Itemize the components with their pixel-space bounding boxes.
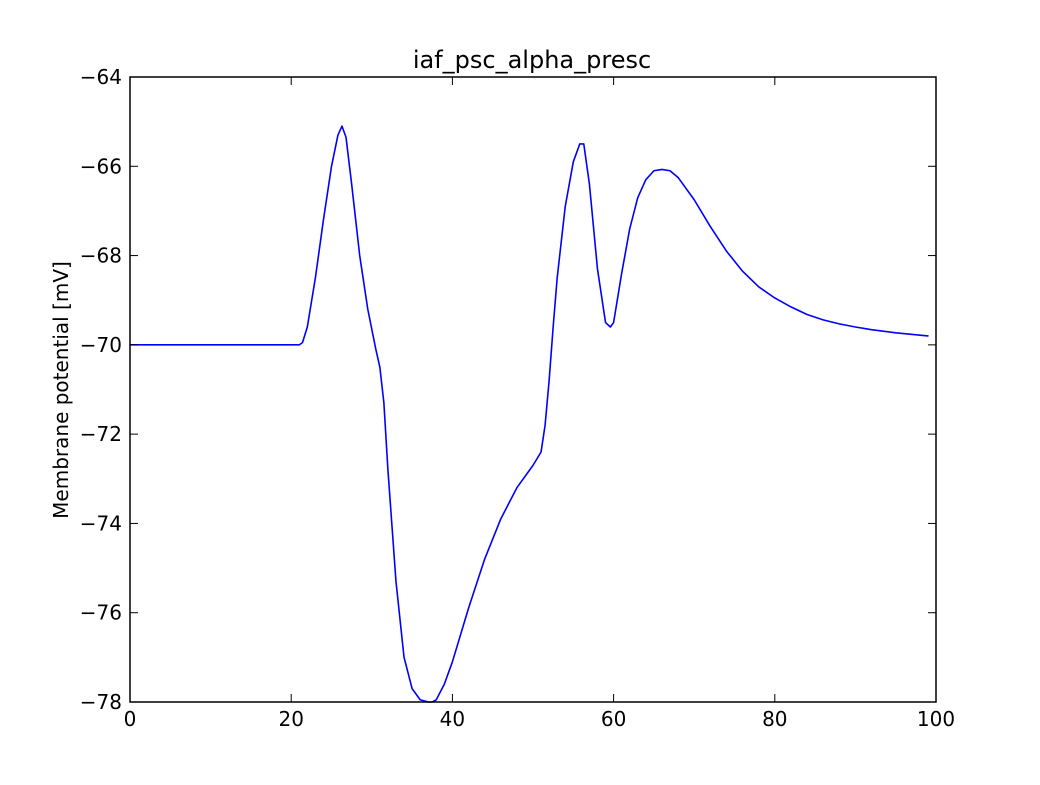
y-tick-label: −70 <box>80 333 122 357</box>
x-tick-label: 20 <box>278 707 303 731</box>
axes-frame <box>129 76 937 703</box>
y-tick-label: −78 <box>80 690 122 714</box>
chart-title: iaf_psc_alpha_presc <box>413 46 651 74</box>
axis-ticks: 0 20 40 60 80 100 −78 −76 −74 −72 −70 −68 −66 −64 <box>80 65 955 731</box>
plot-area <box>129 125 929 703</box>
x-tick-label: 60 <box>601 707 626 731</box>
y-tick-label: −74 <box>80 511 122 535</box>
x-tick-label: 0 <box>124 707 137 731</box>
y-tick-label: −76 <box>80 601 122 625</box>
y-tick-label: −68 <box>80 244 122 268</box>
y-tick-label: −66 <box>80 154 122 178</box>
series-line-0 <box>129 125 929 703</box>
y-tick-label: −72 <box>80 422 122 446</box>
y-axis-label: Membrane potential [mV] <box>49 261 73 519</box>
x-tick-label: 80 <box>762 707 787 731</box>
y-tick-label: −64 <box>80 65 122 89</box>
x-tick-label: 40 <box>440 707 465 731</box>
x-tick-label: 100 <box>917 707 955 731</box>
